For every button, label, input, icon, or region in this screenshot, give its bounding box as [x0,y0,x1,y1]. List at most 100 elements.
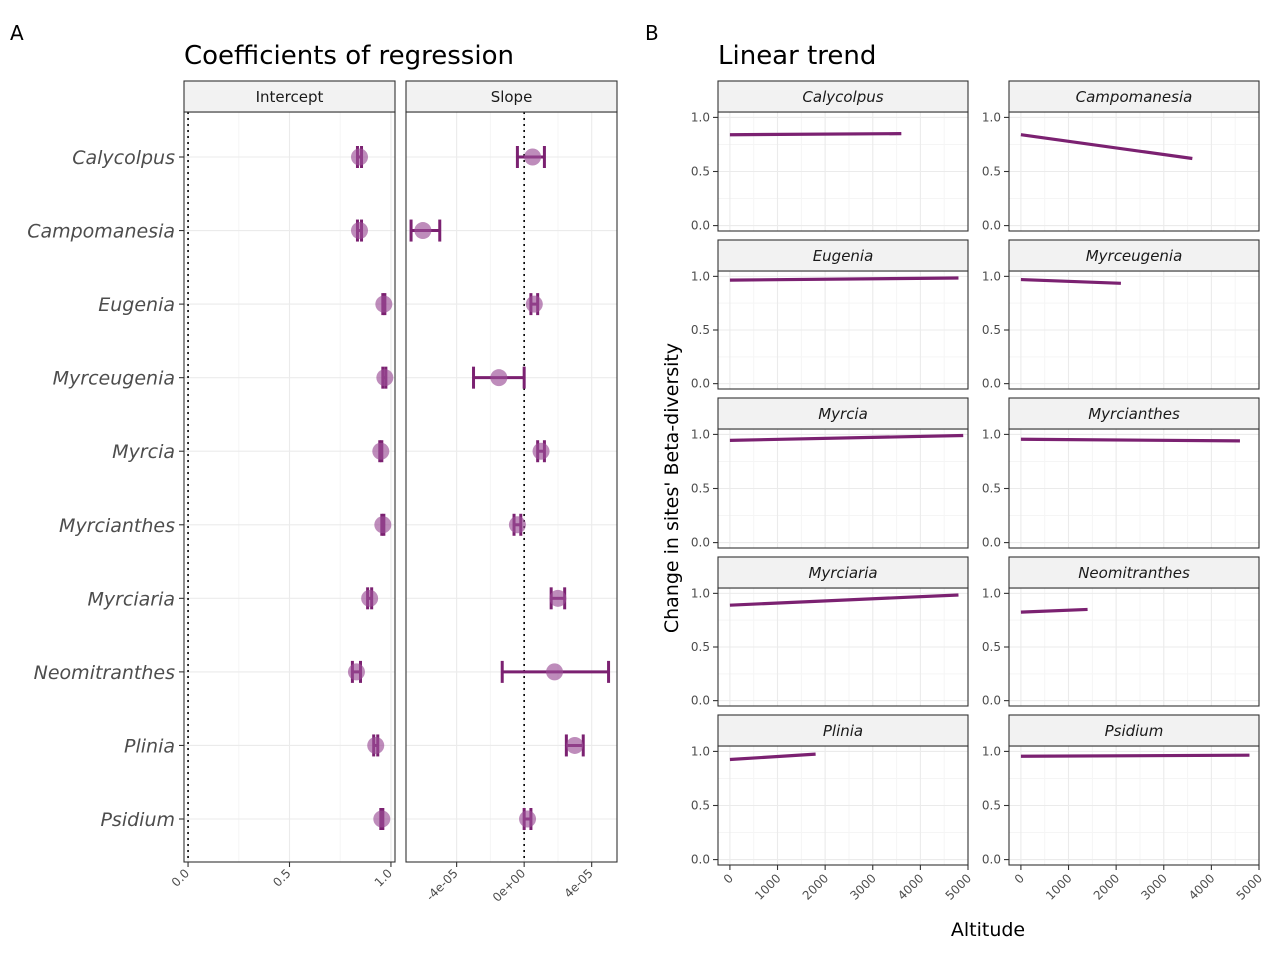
facet-strip-label: Neomitranthes [1078,564,1190,582]
panel-b-label: B [645,21,659,45]
y-tick-label: 0.5 [982,640,1001,654]
x-tick-label: 0e+00 [490,866,528,904]
estimate-point [566,736,584,754]
estimate-point [372,442,390,460]
y-tick-label: 0.0 [691,694,710,708]
x-tick-label: 0 [721,871,736,886]
estimate-point [373,810,391,828]
facet-strip-label: Intercept [256,88,324,106]
category-label: Calycolpus [72,147,175,169]
trend-line [729,593,959,607]
x-tick-label: 2000 [1091,871,1122,902]
y-tick-label: 0.0 [982,694,1001,708]
facet-strip-label: Plinia [823,722,863,740]
x-tick-label: 2000 [800,871,831,902]
y-tick-label: 1.0 [691,269,710,283]
facet-neomitranthes: Neomitranthes 0.0 0.5 1.0 [982,556,1260,708]
estimate-point [350,148,368,166]
y-tick-label: 0.5 [691,640,710,654]
facet-strip [1008,80,1260,113]
y-tick-label: 1.0 [982,269,1001,283]
estimate-point [375,295,393,313]
y-tick-label: 1.0 [691,586,710,600]
category-label: Campomanesia [27,221,175,243]
y-tick-label: 0.0 [982,853,1001,867]
x-tick-label: 3000 [847,871,878,902]
estimate-point [374,516,392,534]
facet-strip [1008,239,1260,272]
y-tick-label: 0.0 [691,536,710,550]
estimate-point [525,295,543,313]
facet-strip [717,397,969,430]
facet-strip-label: Myrciaria [808,564,877,582]
facet-strip-label: Calycolpus [802,88,883,106]
y-tick-label: 0.5 [982,482,1001,496]
trend-line [729,433,964,442]
x-tick-label: -4e-05 [423,866,460,903]
y-tick-label: 0.0 [691,377,710,391]
facet-strip [717,556,969,589]
facet-strip-label: Eugenia [813,247,874,265]
x-tick-label: 4e-05 [561,866,595,900]
category-label: Eugenia [98,294,175,316]
y-tick-label: 0.5 [691,799,710,813]
x-tick-label: 3000 [1138,871,1169,902]
category-label: Myrciaria [87,588,175,610]
facet-strip-label: Myrceugenia [1086,247,1183,265]
estimate-point [532,442,550,460]
estimate-point [546,663,564,681]
facet-slope: Slope -4e-05 0e+00 4e-05 [405,80,618,905]
facet-plot-area [406,112,617,862]
estimate-point [519,810,537,828]
estimate-point [350,222,368,240]
y-tick-label: 0.5 [691,165,710,179]
trend-line [729,752,816,762]
x-tick-label: 0.0 [169,866,192,889]
facet-campomanesia: Campomanesia 0.0 0.5 1.0 [982,80,1260,233]
x-tick-label: 1000 [1043,871,1074,902]
x-tick-label: 1000 [752,871,783,902]
category-label: Psidium [100,809,175,831]
panel-a-label: A [10,21,24,45]
trend-line [1020,277,1121,285]
x-tick-label: 0 [1012,871,1027,886]
estimate-point [549,589,567,607]
facet-strip [1008,397,1260,430]
y-tick-label: 0.5 [982,799,1001,813]
facet-strip [717,714,969,747]
facet-psidium: Psidium 0.0 0.5 1.0 0 1000 2000 3000 4000 5000 [982,714,1265,903]
category-label: Myrcia [112,441,175,463]
trend-line [729,276,959,282]
category-label: Neomitranthes [34,662,175,684]
y-tick-label: 0.5 [691,482,710,496]
x-tick-label: 4000 [1186,871,1217,902]
trend-line [1020,133,1193,161]
y-tick-label: 1.0 [691,110,710,124]
x-tick-label: 4000 [895,871,926,902]
estimate-point [361,589,379,607]
facet-strip [1008,556,1260,589]
facet-eugenia: Eugenia 0.0 0.5 1.0 [691,239,969,391]
x-axis-title: Altitude [951,919,1025,941]
y-tick-label: 0.0 [691,219,710,233]
facet-strip [717,80,969,113]
trend-line [1020,437,1240,443]
facet-myrcia: Myrcia 0.0 0.5 1.0 [691,397,969,550]
facet-myrceugenia: Myrceugenia 0.0 0.5 1.0 [982,239,1260,391]
y-axis-title: Change in sites' Beta-diversity [661,343,683,633]
y-tick-label: 0.0 [982,377,1001,391]
facet-plinia: Plinia 0.0 0.5 1.0 0 1000 2000 3000 4000 5000 [691,714,974,903]
y-tick-label: 1.0 [982,427,1001,441]
panel-b: B Linear trend Altitude Change in sites'… [645,21,1265,941]
y-tick-label: 1.0 [691,427,710,441]
x-tick-label: 5000 [943,871,974,902]
estimate-point [508,516,526,534]
facet-intercept: Intercept 0.0 0.5 1.0 [169,80,396,890]
trend-line [729,132,902,137]
facet-calycolpus: Calycolpus 0.0 0.5 1.0 [691,80,969,233]
estimate-point [490,369,508,387]
panel-b-title: Linear trend [718,41,876,71]
facet-strip-label: Campomanesia [1076,88,1193,106]
y-tick-label: 0.0 [691,853,710,867]
